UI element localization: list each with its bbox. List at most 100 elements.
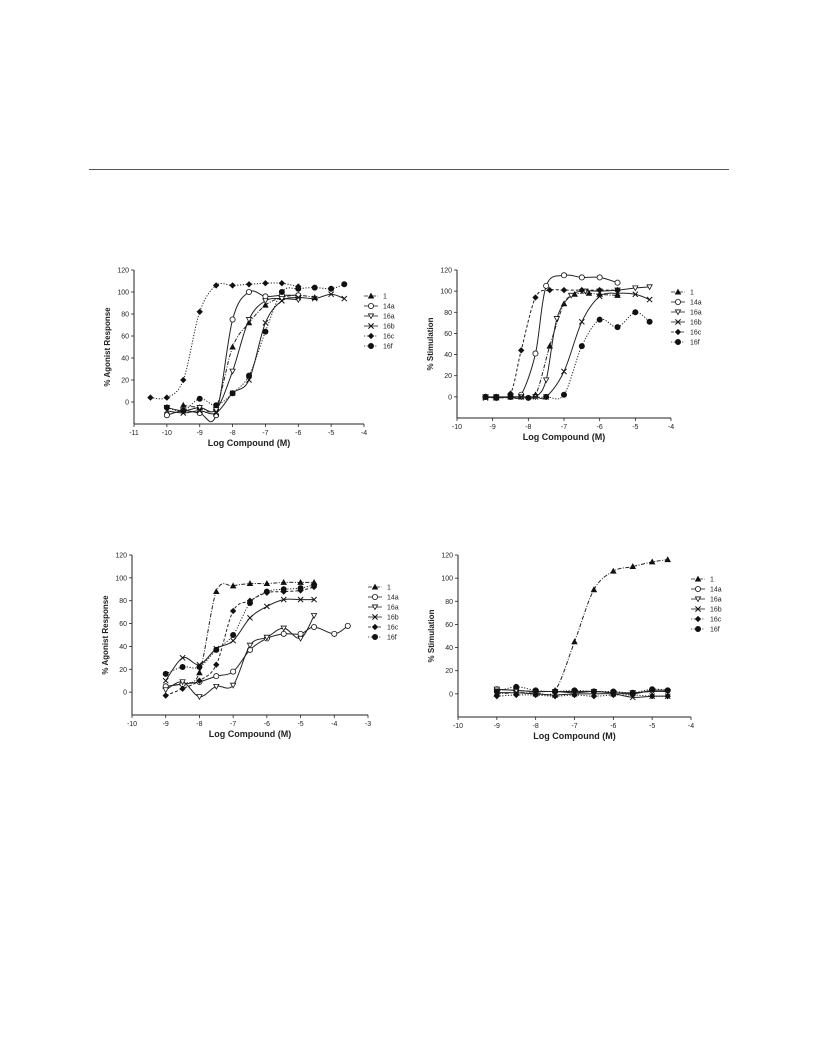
x-tick-label: -6 [295, 430, 301, 437]
legend-marker-1 [694, 575, 702, 582]
data-point-1 [610, 567, 617, 574]
x-axis-label: Log Compound (M) [209, 729, 291, 739]
x-tick-label: -9 [490, 424, 496, 431]
x-tick-label: -5 [328, 430, 334, 437]
data-point-16a [542, 377, 550, 384]
x-axis-label: Log Compound (M) [523, 432, 605, 442]
data-point-16c [649, 693, 656, 700]
legend-label-16a: 16a [690, 310, 702, 317]
y-tick-label: 20 [445, 668, 453, 675]
x-tick-label: -5 [297, 721, 303, 728]
data-point-16b [162, 677, 169, 684]
data-point-1 [229, 343, 236, 350]
data-point-16f [664, 687, 671, 694]
data-point-16a [245, 317, 253, 323]
data-point-16b [311, 295, 318, 302]
data-point-16f [162, 670, 169, 677]
y-tick-label: 120 [440, 268, 452, 275]
data-point-16a [246, 642, 254, 649]
y-tick-label: 100 [115, 575, 127, 582]
data-point-16a [196, 405, 203, 411]
x-axis-label: Log Compound (M) [533, 731, 615, 741]
series-line-16c [150, 282, 299, 400]
data-point-14a [331, 630, 338, 637]
legend: 1 14a 16a 16b 16c 16f [368, 583, 399, 642]
data-point-16b [246, 377, 252, 383]
data-point-1 [263, 580, 271, 587]
series-markers-16c [482, 286, 621, 401]
data-point-14a [163, 412, 170, 419]
data-point-16b [632, 291, 639, 298]
data-point-16f [295, 285, 302, 292]
data-point-16c [278, 280, 286, 287]
data-point-16f [552, 688, 559, 695]
data-point-1 [229, 582, 237, 589]
data-point-16f [278, 288, 285, 295]
series-line-14a [165, 625, 349, 687]
data-point-16a [213, 683, 220, 690]
data-point-16c [180, 376, 187, 384]
y-tick-label: 20 [444, 373, 452, 380]
data-point-16a [280, 625, 287, 632]
data-point-1 [262, 301, 269, 308]
data-point-16f [196, 395, 203, 402]
series-line-16a [485, 286, 650, 399]
data-point-16f [262, 328, 269, 335]
legend-label-16a: 16a [383, 314, 395, 321]
data-point-14a [311, 624, 318, 631]
data-point-1 [585, 289, 593, 296]
x-axis-label: Log Compound (M) [208, 438, 290, 448]
x-tick-label: -6 [610, 723, 616, 730]
header-rule [89, 169, 729, 170]
series-markers-16f [162, 581, 318, 677]
data-point-14a [280, 630, 287, 637]
legend: 1 14a 16a 16b 16c 16f [364, 292, 395, 351]
y-tick-label: 120 [117, 268, 129, 275]
x-tick-label: -4 [668, 424, 674, 431]
legend-label-16b: 16b [387, 615, 399, 622]
data-point-1 [648, 558, 656, 565]
y-axis-label: % Stimulation [427, 609, 436, 662]
data-point-16a [263, 634, 271, 641]
data-point-16f [180, 407, 187, 414]
data-point-14a [596, 274, 603, 281]
y-tick-label: 40 [119, 644, 127, 651]
legend: 1 14a 16a 16b 16c 16f [691, 575, 722, 634]
y-tick-label: 80 [445, 599, 453, 606]
series-markers-16a [482, 284, 653, 402]
data-point-16c [262, 280, 269, 287]
data-point-16b [278, 297, 285, 304]
data-point-16f [246, 600, 253, 607]
legend-label-14a: 14a [690, 300, 702, 307]
data-point-16f [590, 688, 597, 695]
series-markers-16a [162, 613, 318, 701]
data-point-16f [179, 664, 186, 671]
data-point-16b [646, 296, 653, 303]
legend-marker-16b [675, 319, 681, 325]
legend-marker-16b [695, 606, 701, 612]
data-point-14a [578, 274, 585, 281]
data-point-16c [513, 691, 520, 699]
data-point-16f [493, 688, 500, 695]
data-point-14a [614, 279, 621, 286]
data-point-16b [596, 293, 603, 300]
y-tick-label: 0 [449, 691, 453, 698]
data-point-16c [596, 286, 603, 294]
y-tick-label: 40 [445, 645, 453, 652]
data-point-16f [196, 664, 203, 671]
data-point-1 [590, 586, 598, 593]
data-point-1 [571, 638, 578, 645]
data-point-16f [649, 686, 656, 693]
legend-marker-1 [367, 292, 375, 299]
data-point-16f [311, 284, 318, 291]
data-point-14a [344, 622, 351, 629]
data-point-16b [614, 290, 621, 297]
data-point-16b [578, 318, 585, 325]
data-point-16b [341, 295, 348, 302]
x-tick-label: -8 [229, 430, 235, 437]
x-tick-label: -6 [597, 424, 603, 431]
data-point-16c [493, 693, 500, 700]
data-point-16a [632, 285, 639, 292]
data-point-14a [245, 288, 252, 295]
legend-label-16f: 16f [387, 635, 397, 642]
